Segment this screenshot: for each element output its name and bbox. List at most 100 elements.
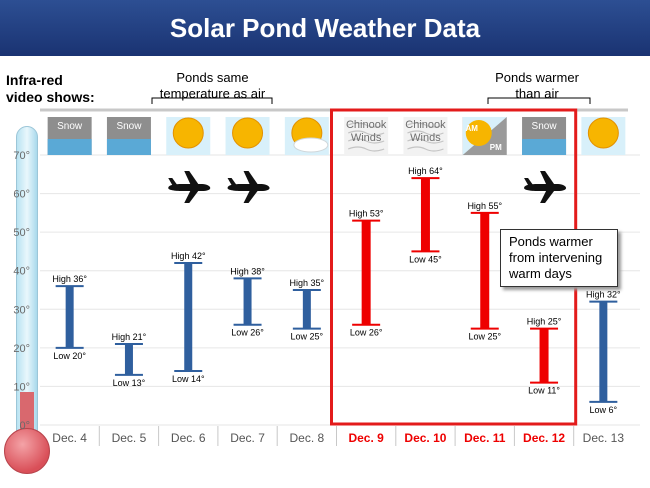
range-bar — [361, 220, 371, 325]
wind-line — [407, 130, 444, 136]
snow-icon-band — [106, 139, 151, 155]
sun-icon — [232, 117, 264, 149]
x-tick-label: Dec. 7 — [230, 431, 265, 445]
infrared-label-line-1: Infra-red — [6, 72, 63, 88]
airplane-wing — [540, 191, 555, 203]
snow-icon-band — [47, 139, 92, 155]
high-label: High 21° — [112, 332, 147, 342]
range-bar — [65, 286, 74, 348]
page-title: Solar Pond Weather Data — [169, 13, 481, 43]
weather-label: Snow — [116, 121, 142, 132]
callout-ponds-same-line-1: Ponds same — [176, 70, 249, 85]
y-tick-label: 50° — [13, 227, 30, 239]
airplane-wing — [184, 171, 199, 184]
wind-line — [407, 122, 444, 128]
y-tick-label: 0° — [19, 420, 30, 432]
wind-line — [407, 138, 444, 144]
airplane-tail — [227, 178, 237, 185]
high-label: High 42° — [171, 251, 206, 261]
high-label: High 38° — [230, 266, 265, 276]
callout-box-warm-days: Ponds warmer from intervening warm days — [500, 229, 618, 287]
weather-label: AM — [466, 124, 479, 133]
airplane-wing — [540, 171, 555, 184]
weather-label: Snow — [57, 121, 83, 132]
low-label: Low 13° — [113, 378, 146, 388]
weather-label: PM — [490, 143, 502, 152]
x-tick-label: Dec. 11 — [464, 431, 506, 445]
weather-label: Chinook — [346, 119, 387, 131]
x-tick-label: Dec. 8 — [290, 431, 325, 445]
high-label: High 25° — [527, 317, 562, 327]
low-label: Low 25° — [291, 332, 324, 342]
low-label: Low 26° — [350, 328, 383, 338]
weather-label: Snow — [532, 121, 558, 132]
x-tick-label: Dec. 12 — [523, 431, 565, 445]
high-label: High 35° — [290, 278, 325, 288]
wind-line — [347, 138, 385, 144]
range-bar — [302, 290, 311, 329]
high-label: High 64° — [408, 166, 443, 176]
title-banner — [0, 0, 650, 56]
callout-box-line-1: Ponds warmer — [509, 234, 593, 249]
wind-line — [347, 146, 385, 152]
airplane-fuselage — [524, 184, 567, 191]
y-tick-label: 60° — [13, 189, 30, 201]
y-tick-label: 30° — [13, 304, 30, 316]
x-tick-label: Dec. 9 — [348, 431, 384, 445]
x-tick-label: Dec. 13 — [583, 431, 625, 445]
airplane-icon — [524, 171, 567, 203]
low-label: Low 6° — [590, 405, 618, 415]
bracket-ponds-same — [151, 97, 273, 104]
x-tick-label: Dec. 10 — [404, 431, 446, 445]
airplane-tail — [168, 178, 178, 185]
high-label: High 53° — [349, 209, 384, 219]
x-tick-label: Dec. 4 — [52, 431, 87, 445]
cloud-icon — [293, 137, 329, 153]
infrared-label: Infra-red video shows: — [6, 72, 95, 106]
sun-icon — [172, 117, 204, 149]
snow-icon-band — [522, 139, 567, 155]
y-tick-label: 10° — [13, 381, 30, 393]
low-label: Low 14° — [172, 374, 205, 384]
sun-icon — [587, 117, 619, 149]
weather-label: Chinook — [405, 119, 446, 131]
range-bar — [539, 328, 549, 383]
range-bar — [243, 278, 252, 325]
callout-box-line-2: from intervening — [509, 250, 603, 265]
low-label: Low 25° — [468, 332, 501, 342]
callout-ponds-same: Ponds same temperature as air — [150, 70, 275, 102]
range-bar — [124, 344, 133, 375]
callout-ponds-warmer-line-1: Ponds warmer — [495, 70, 579, 85]
airplane-fuselage — [168, 184, 211, 191]
callout-ponds-same-line-2: temperature as air — [159, 86, 266, 101]
wind-line — [347, 122, 385, 128]
y-tick-label: 70° — [13, 150, 30, 162]
y-tick-label: 40° — [13, 266, 30, 278]
airplane-wing — [184, 191, 199, 203]
range-bar — [184, 263, 193, 371]
bracket-ponds-warmer — [487, 97, 591, 104]
sun-icon — [465, 120, 492, 146]
high-label: High 36° — [52, 274, 87, 284]
airplane-wing — [243, 171, 258, 184]
wind-line — [407, 146, 444, 152]
x-tick-label: Dec. 5 — [112, 431, 147, 445]
airplane-icon — [168, 171, 211, 203]
wind-line — [347, 130, 385, 136]
callout-box-line-3: warm days — [509, 266, 572, 281]
airplane-icon — [227, 171, 270, 203]
high-label: High 32° — [586, 290, 621, 300]
x-tick-label: Dec. 6 — [171, 431, 206, 445]
low-label: Low 45° — [409, 254, 442, 264]
y-tick-label: 20° — [13, 343, 30, 355]
callout-ponds-warmer: Ponds warmer than air — [478, 70, 596, 102]
weather-label: Winds — [410, 132, 441, 144]
low-label: Low 11° — [528, 386, 560, 396]
high-label: High 55° — [467, 201, 502, 211]
infrared-label-line-2: video shows: — [6, 89, 95, 105]
airplane-wing — [243, 191, 258, 203]
callout-ponds-warmer-line-2: than air — [515, 86, 559, 101]
airplane-fuselage — [227, 184, 270, 191]
range-bar — [480, 212, 490, 329]
